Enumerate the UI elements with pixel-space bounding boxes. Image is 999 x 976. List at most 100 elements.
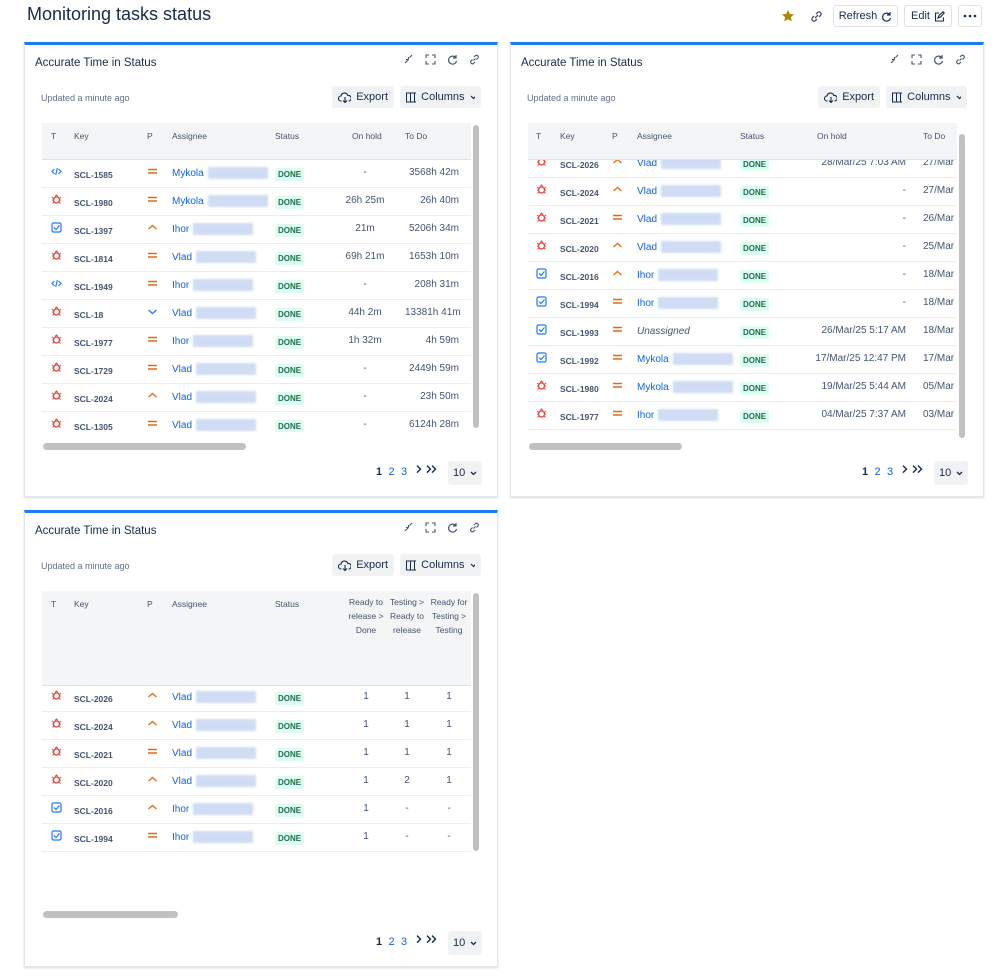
assignee[interactable]: Vlad: [172, 747, 257, 761]
issue-key[interactable]: SCL-2020: [74, 778, 113, 788]
column-header[interactable]: To Do: [923, 131, 946, 141]
column-header[interactable]: Status: [740, 131, 765, 141]
issue-key[interactable]: SCL-2026: [74, 694, 113, 704]
assignee[interactable]: Mykola: [172, 195, 268, 209]
export-button[interactable]: Export: [332, 86, 394, 108]
column-header[interactable]: Testing > Ready to release: [389, 597, 425, 635]
column-header[interactable]: P: [147, 131, 153, 141]
assignee[interactable]: Mykola: [172, 167, 268, 181]
gadget-action[interactable]: [403, 522, 414, 538]
columns-button[interactable]: Columns: [886, 86, 967, 108]
column-header[interactable]: Status: [275, 131, 300, 141]
column-header[interactable]: On hold: [817, 131, 847, 141]
issue-key[interactable]: SCL-2020: [560, 244, 599, 254]
issue-key[interactable]: SCL-1977: [74, 338, 113, 348]
column-header[interactable]: On hold: [352, 131, 382, 141]
assignee[interactable]: Vlad: [172, 307, 257, 321]
issue-key[interactable]: SCL-1992: [560, 356, 599, 366]
last-page[interactable]: [426, 465, 437, 479]
next-page[interactable]: [415, 935, 422, 949]
column-header[interactable]: Status: [275, 599, 300, 609]
assignee[interactable]: Vlad: [637, 213, 722, 227]
assignee[interactable]: Ihor: [172, 279, 254, 293]
issue-key[interactable]: SCL-1994: [560, 300, 599, 310]
page-link[interactable]: 2: [874, 466, 881, 478]
column-header[interactable]: T: [51, 599, 57, 609]
page-link[interactable]: 2: [388, 466, 395, 478]
column-header[interactable]: Assignee: [172, 131, 207, 141]
assignee[interactable]: Vlad: [637, 241, 722, 255]
gadget-action[interactable]: [425, 522, 436, 538]
gadget-action[interactable]: [469, 54, 480, 70]
assignee[interactable]: Vlad: [172, 719, 257, 733]
assignee[interactable]: Vlad: [637, 157, 722, 171]
issue-key[interactable]: SCL-1980: [560, 384, 599, 394]
issue-key[interactable]: SCL-1585: [74, 170, 113, 180]
export-button[interactable]: Export: [332, 554, 394, 576]
assignee[interactable]: Vlad: [172, 251, 257, 265]
issue-key[interactable]: SCL-1994: [74, 834, 113, 844]
columns-button[interactable]: Columns: [400, 86, 481, 108]
gadget-action[interactable]: [447, 54, 458, 70]
issue-key[interactable]: SCL-1949: [74, 282, 113, 292]
gadget-action[interactable]: [933, 54, 944, 70]
column-header[interactable]: To Do: [405, 131, 428, 141]
issue-key[interactable]: SCL-1977: [560, 412, 599, 422]
assignee[interactable]: Ihor: [172, 223, 254, 237]
more-button[interactable]: [958, 5, 982, 27]
next-page[interactable]: [415, 465, 422, 479]
issue-key[interactable]: SCL-2016: [74, 806, 113, 816]
assignee[interactable]: Ihor: [172, 335, 254, 349]
page-size-select[interactable]: 10: [934, 461, 968, 485]
issue-key[interactable]: SCL-1397: [74, 226, 113, 236]
issue-key[interactable]: SCL-2026: [560, 160, 599, 170]
column-header[interactable]: Assignee: [172, 599, 207, 609]
issue-key[interactable]: SCL-2021: [560, 216, 599, 226]
assignee[interactable]: Mykola: [637, 381, 733, 395]
columns-button[interactable]: Columns: [400, 554, 481, 576]
issue-key[interactable]: SCL-2024: [74, 394, 113, 404]
gadget-action[interactable]: [425, 54, 436, 70]
gadget-action[interactable]: [911, 54, 922, 70]
export-button[interactable]: Export: [818, 86, 880, 108]
assignee[interactable]: Ihor: [637, 297, 719, 311]
column-header[interactable]: Key: [74, 131, 89, 141]
assignee[interactable]: Vlad: [172, 419, 257, 432]
gadget-action[interactable]: [889, 54, 900, 70]
issue-key[interactable]: SCL-1814: [74, 254, 113, 264]
assignee[interactable]: Mykola: [637, 353, 733, 367]
issue-key[interactable]: SCL-1729: [74, 366, 113, 376]
page-link[interactable]: 3: [887, 466, 894, 478]
page-link[interactable]: 3: [401, 466, 408, 478]
assignee[interactable]: Vlad: [172, 363, 257, 377]
link-button[interactable]: [810, 10, 823, 23]
last-page[interactable]: [912, 465, 923, 479]
assignee[interactable]: Ihor: [637, 269, 719, 283]
issue-key[interactable]: SCL-1305: [74, 422, 113, 432]
refresh-button[interactable]: Refresh: [833, 5, 898, 27]
issue-key[interactable]: SCL-2024: [560, 188, 599, 198]
page-link[interactable]: 1: [376, 936, 383, 948]
page-link[interactable]: 2: [388, 936, 395, 948]
gadget-action[interactable]: [403, 54, 414, 70]
column-header[interactable]: Key: [560, 131, 575, 141]
star-button[interactable]: [781, 9, 795, 23]
assignee[interactable]: Vlad: [172, 775, 257, 789]
assignee[interactable]: Unassigned: [637, 325, 690, 339]
issue-key[interactable]: SCL-2016: [560, 272, 599, 282]
assignee[interactable]: Ihor: [637, 409, 719, 423]
issue-key[interactable]: SCL-1993: [560, 328, 599, 338]
column-header[interactable]: T: [51, 131, 57, 141]
assignee[interactable]: Ihor: [172, 803, 254, 817]
assignee[interactable]: Ihor: [172, 831, 254, 845]
column-header[interactable]: Ready to release > Done: [348, 597, 384, 635]
edit-button[interactable]: Edit: [904, 5, 952, 27]
next-page[interactable]: [901, 465, 908, 479]
column-header[interactable]: P: [147, 599, 153, 609]
assignee[interactable]: Vlad: [172, 391, 257, 405]
column-header[interactable]: Key: [74, 599, 89, 609]
column-header[interactable]: Assignee: [637, 131, 672, 141]
gadget-action[interactable]: [955, 54, 966, 70]
column-header[interactable]: T: [536, 131, 542, 141]
assignee[interactable]: Vlad: [172, 691, 257, 705]
